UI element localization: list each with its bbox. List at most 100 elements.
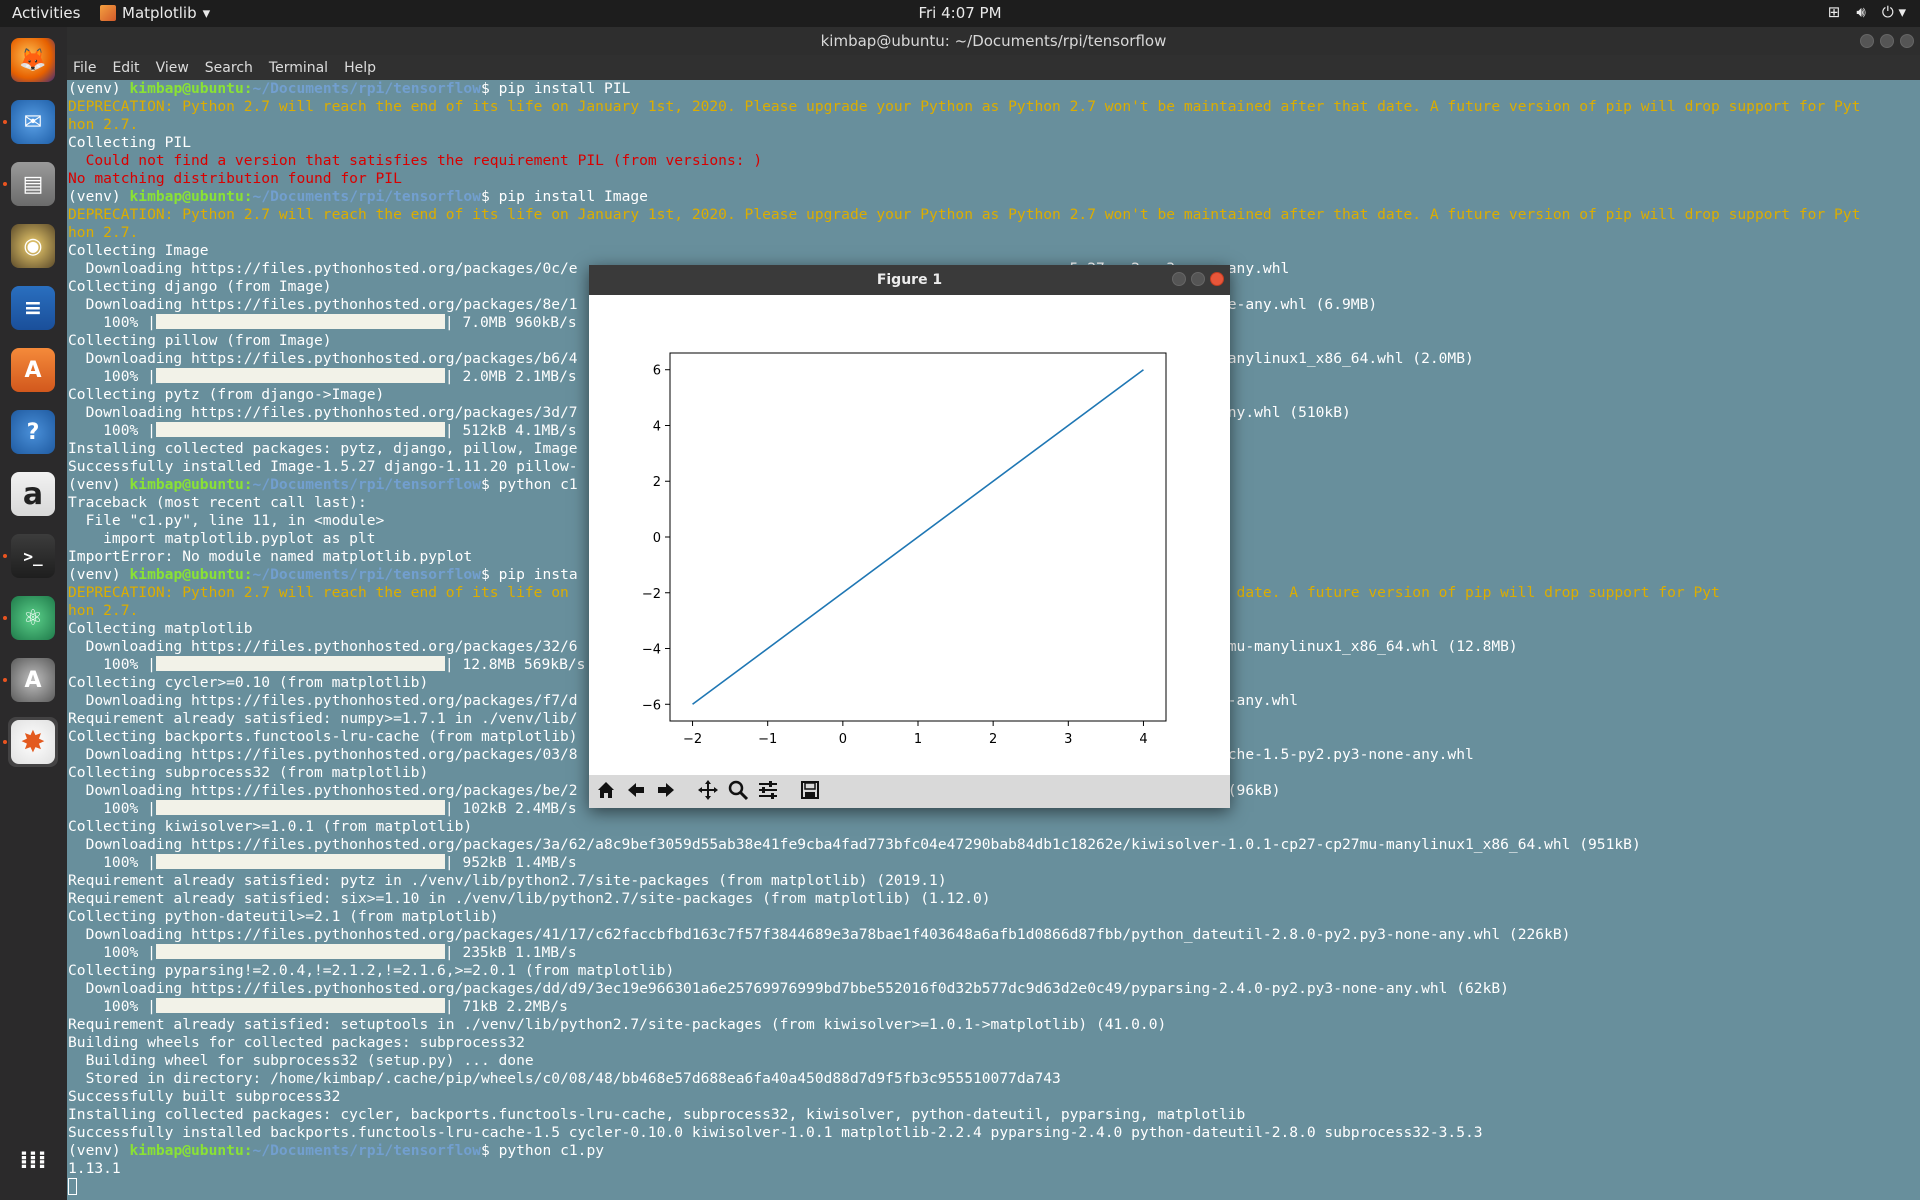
maximize-button[interactable] [1191,272,1205,286]
dock-item-matplotlib[interactable]: ✸ [8,717,58,767]
menu-file[interactable]: File [73,59,97,76]
prompt-command: pip install Image [498,188,648,205]
menu-search[interactable]: Search [204,59,253,76]
prompt-path: ~/Documents/rpi/tensorflow [252,1142,481,1159]
dock-item-terminal[interactable]: >_ [8,531,58,581]
terminal-line: Downloading https://files.pythonhosted.o… [68,926,1920,944]
pan-icon [697,779,719,805]
dock-item-software-updater[interactable]: A [8,655,58,705]
progress-stats: | 71kB 2.2MB/s [444,998,568,1015]
dock-item-libreoffice-writer[interactable]: ≡ [8,283,58,333]
dock-item-atom[interactable]: ⚛ [8,593,58,643]
save-button[interactable] [797,779,823,805]
close-button[interactable] [1210,272,1224,286]
figure-canvas[interactable]: −2 −1 0 1 2 3 4 −6 −4 −2 0 2 4 6 [589,295,1230,775]
dock-item-software-center[interactable]: A [8,345,58,395]
close-button[interactable] [1900,34,1914,48]
network-icon[interactable]: ⊞ [1827,3,1841,21]
output-text: Requirement already satisfied: numpy>=1.… [68,710,578,727]
output-text: Downloading https://files.pythonhosted.o… [68,836,1641,853]
progress-percent: 100% | [68,944,156,961]
running-indicator [3,616,7,620]
matplotlib-app-icon [100,5,116,21]
deprecation-warning: DEPRECATION: Python 2.7 will reach the e… [68,98,1861,115]
progress-bar [155,368,445,383]
x-tick-label: 3 [1064,732,1072,747]
firefox-icon: 🦊 [11,38,55,82]
dock-item-show-apps[interactable]: ⁞⁞⁞ [8,1135,58,1185]
menu-help[interactable]: Help [344,59,376,76]
back-button[interactable] [623,779,649,805]
activities-button[interactable]: Activities [12,4,81,22]
x-tick-label: −1 [758,732,777,747]
zoom-button[interactable] [725,779,751,805]
figure-window[interactable]: Figure 1 −2 −1 0 1 2 3 4 −6 −4 −2 0 2 4 6 [589,265,1230,808]
terminal-line: Installing collected packages: pytz, dja… [68,440,1920,458]
configure-subplots-icon [757,779,779,805]
prompt-user: kimbap@ubuntu [129,476,244,493]
menu-terminal[interactable]: Terminal [268,59,329,76]
deprecation-warning: hon 2.7. [68,602,139,619]
clock[interactable]: Fri 4:07 PM [918,4,1002,22]
terminal-line: Collecting cycler>=0.10 (from matplotlib… [68,674,1920,692]
maximize-button[interactable] [1880,34,1894,48]
pan-button[interactable] [695,779,721,805]
deprecation-warning: hon 2.7. [68,116,139,133]
prompt-venv: (venv) [68,476,130,493]
zoom-icon [727,779,749,805]
terminal-line: Successfully installed Image-1.5.27 djan… [68,458,1920,476]
y-tick-label: −6 [642,698,661,713]
help-icon: ? [11,410,55,454]
terminal-line [68,1178,1920,1196]
prompt-colon: : [243,1142,253,1159]
terminal-line: Downloading https://files.pythonhosted.o… [68,836,1920,854]
app-menu[interactable]: Matplotlib ▾ [100,4,210,22]
show-apps-icon: ⁞⁞⁞ [19,1146,47,1174]
terminal-line: Collecting backports.functools-lru-cache… [68,728,1920,746]
dock-item-files[interactable]: ▤ [8,159,58,209]
output-text: Downloading https://files.pythonhosted.o… [68,926,1571,943]
figure-titlebar[interactable]: Figure 1 [589,265,1230,295]
terminal-line: DEPRECATION: Python 2.7 will reach the e… [68,206,1920,224]
terminal-line: hon 2.7. [68,602,1920,620]
terminal-line: Traceback (most recent call last): [68,494,1920,512]
terminal-line: (venv) kimbap@ubuntu:~/Documents/rpi/ten… [68,80,1920,98]
menu-edit[interactable]: Edit [112,59,140,76]
dock-item-rhythmbox[interactable]: ◉ [8,221,58,271]
system-tray[interactable]: ⊞ 🔊︎ ⏻ ▾ [1828,3,1906,21]
dock-item-amazon[interactable]: a [8,469,58,519]
terminal-line: Collecting pytz (from django->Image) [68,386,1920,404]
terminal-icon: >_ [11,534,55,578]
minimize-button[interactable] [1860,34,1874,48]
output-text: Collecting backports.functools-lru-cache… [68,728,578,745]
power-icon[interactable]: ⏻ ▾ [1881,3,1906,21]
volume-icon[interactable]: 🔊︎ [1856,3,1866,21]
prompt-path: ~/Documents/rpi/tensorflow [252,80,481,97]
prompt-command: python c1 [498,476,578,493]
minimize-button[interactable] [1172,272,1186,286]
forward-button[interactable] [653,779,679,805]
dock-item-thunderbird[interactable]: ✉ [8,97,58,147]
prompt-symbol: $ [481,566,499,583]
output-text: Successfully installed backports.functoo… [68,1124,1483,1141]
progress-stats: | 235kB 1.1MB/s [444,944,577,961]
terminal-line: Requirement already satisfied: six>=1.10… [68,890,1920,908]
terminal-line: Collecting kiwisolver>=1.0.1 (from matpl… [68,818,1920,836]
prompt-venv: (venv) [68,1142,130,1159]
menu-view[interactable]: View [155,59,189,76]
y-tick-label: 0 [653,531,661,546]
output-text: Stored in directory: /home/kimbap/.cache… [68,1070,1061,1087]
progress-stats: | 102kB 2.4MB/s [444,800,577,817]
progress-bar [155,656,445,671]
dock-item-firefox[interactable]: 🦊 [8,35,58,85]
terminal-line: hon 2.7. [68,116,1920,134]
configure-subplots-button[interactable] [755,779,781,805]
y-tick-label: 2 [653,475,661,490]
dock-item-help[interactable]: ? [8,407,58,457]
prompt-symbol: $ [481,476,499,493]
home-button[interactable] [593,779,619,805]
output-text: Installing collected packages: pytz, dja… [68,440,578,457]
terminal-titlebar[interactable]: kimbap@ubuntu: ~/Documents/rpi/tensorflo… [67,27,1920,55]
output-text: Collecting python-dateutil>=2.1 (from ma… [68,908,499,925]
output-text: File "c1.py", line 11, in <module> [68,512,385,529]
